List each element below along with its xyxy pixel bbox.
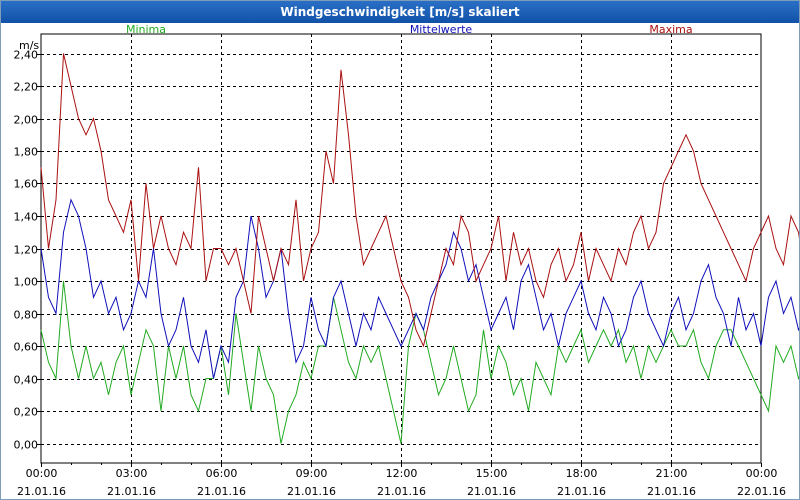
y-tick-label: 0,00 <box>14 439 39 452</box>
y-axis-label: m/s <box>19 39 39 52</box>
y-tick-label: 2,20 <box>14 81 39 94</box>
y-tick-label: 0,40 <box>14 374 39 387</box>
plot-frame <box>40 33 762 464</box>
x-tick-time-label: 18:00 <box>566 467 598 480</box>
x-tick-date-label: 21.01.16 <box>17 485 66 498</box>
x-tick-time-label: 06:00 <box>206 467 238 480</box>
x-tick-date-label: 21.01.16 <box>557 485 606 498</box>
series-line-maxima <box>40 53 799 348</box>
x-tick-date-label: 21.01.16 <box>197 485 246 498</box>
y-tick-label: 1,20 <box>14 244 39 257</box>
x-tick-date-label: 21.01.16 <box>107 485 156 498</box>
x-tick-date-label: 21.01.16 <box>287 485 336 498</box>
x-tick-date-label: 21.01.16 <box>467 485 516 498</box>
y-tick-label: 2,40 <box>14 49 39 62</box>
x-tick-time-label: 12:00 <box>386 467 418 480</box>
y-tick-label: 1,40 <box>14 211 39 224</box>
chart: 0,00 0,20 0,40 0,60 0,80 1,00 1,20 1,40 1,60 1,80… <box>14 23 799 498</box>
x-tick-date-label: 21.01.16 <box>377 485 426 498</box>
x-tick-time-label: 00:00 <box>746 467 778 480</box>
x-tick-time-label: 15:00 <box>476 467 508 480</box>
legend-label-minima: Minima <box>126 23 166 36</box>
y-tick-label: 1,00 <box>14 276 39 289</box>
y-tick-label: 1,60 <box>14 178 39 191</box>
x-tick-time-label: 00:00 <box>26 467 58 480</box>
y-tick-label: 2,00 <box>14 114 39 127</box>
x-tick-date-label: 21.01.16 <box>647 485 696 498</box>
legend-label-mittelwerte: Mittelwerte <box>410 23 473 36</box>
y-tick-label: 0,60 <box>14 341 39 354</box>
y-tick-label: 1,80 <box>14 146 39 159</box>
window-title: Windgeschwindigkeit [m/s] skaliert <box>1 1 799 23</box>
series-line-mittelwerte <box>40 198 799 379</box>
x-tick-time-label: 03:00 <box>116 467 148 480</box>
y-tick-label: 0,20 <box>14 406 39 419</box>
x-tick-time-label: 21:00 <box>656 467 688 480</box>
y-tick-label: 0,80 <box>14 309 39 322</box>
x-tick-time-label: 09:00 <box>296 467 328 480</box>
x-tick-date-label: 22.01.16 <box>737 485 786 498</box>
legend-label-maxima: Maxima <box>649 23 692 36</box>
